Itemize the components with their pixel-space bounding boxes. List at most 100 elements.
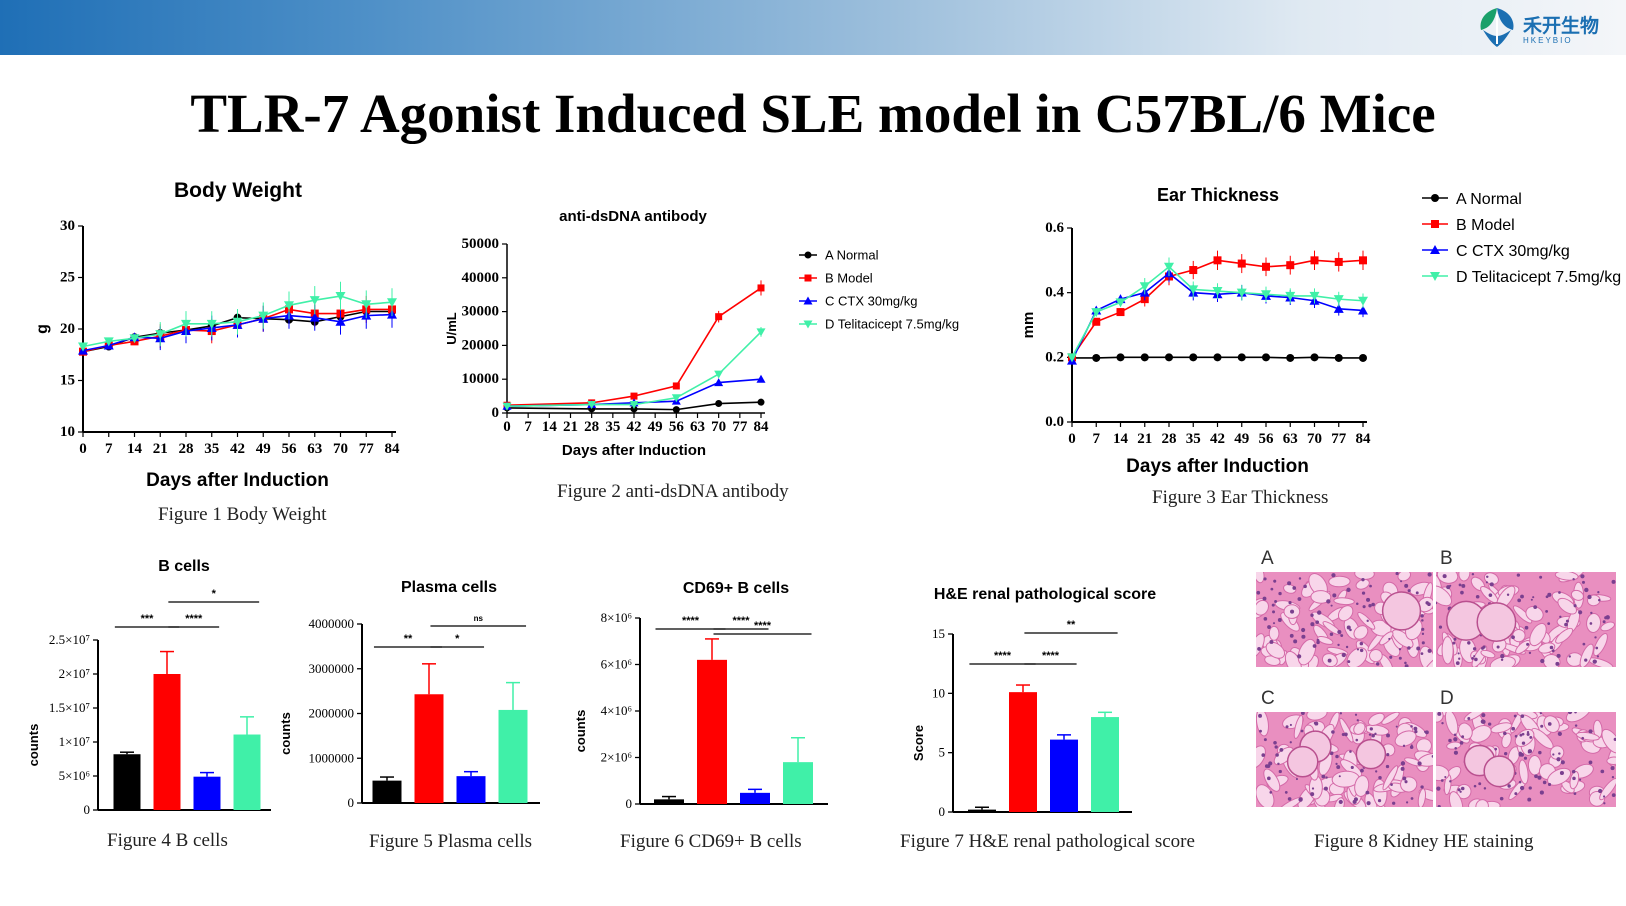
nucleus [1448,738,1452,743]
data-point [587,401,597,410]
nucleus [1310,622,1315,627]
nucleus [1560,760,1565,765]
logo-text-cn: 禾开生物 [1523,15,1600,37]
nucleus [1421,627,1425,631]
nucleus [1455,661,1460,665]
data-point [756,328,766,337]
nucleus [1416,646,1421,651]
nucleus [1346,587,1351,593]
legend-marker [803,296,813,305]
x-tick-label: 28 [1162,431,1177,447]
nucleus [1581,580,1585,584]
data-point [1285,291,1296,301]
nucleus [1611,793,1616,798]
tubule [1277,796,1303,807]
data-point [1091,308,1102,318]
nucleus [1603,802,1606,805]
x-tick-label: 42 [1210,431,1225,447]
nucleus [1473,655,1476,658]
tubule [1565,712,1592,723]
tubule [1570,589,1584,601]
nucleus [1355,738,1359,742]
x-tick-label: 14 [1113,431,1129,447]
x-tick-label: 28 [179,441,194,457]
nucleus [1395,572,1399,576]
y-tick-label: 15 [60,373,75,389]
nucleus [1524,625,1529,630]
nucleus [1588,729,1593,734]
nucleus [1289,723,1292,727]
nucleus [1404,780,1408,784]
y-axis-label: g [34,324,51,334]
nucleus [1581,736,1585,740]
nucleus [1539,790,1544,795]
nucleus [1402,776,1407,781]
legend-marker [804,251,812,259]
bar [153,674,181,810]
nucleus [1263,617,1268,621]
nucleus [1552,753,1555,756]
nucleus [1398,656,1402,660]
nucleus [1452,641,1456,645]
tubule [1353,625,1369,640]
series-line [1071,259,1364,358]
nucleus [1598,788,1603,794]
nucleus [1409,745,1414,749]
data-point [1333,295,1344,305]
x-tick-label: 56 [669,419,685,435]
nucleus [1481,713,1486,718]
data-point [1262,262,1270,271]
x-tick-label: 84 [754,419,770,435]
x-tick-label: 49 [648,419,663,435]
legend-label: C CTX 30mg/kg [1456,243,1570,260]
legend: A Normal B Model C CTX 30mg/kg D Telitacice… [799,248,959,332]
nucleus [1573,604,1577,608]
nucleus [1565,619,1569,623]
nucleus [1568,655,1571,658]
bar [414,694,444,803]
nucleus [1336,765,1341,770]
nucleus [1514,734,1518,738]
y-tick-label: 20 [60,321,75,337]
nucleus [1578,610,1583,615]
nucleus [1517,598,1522,603]
significance-label: **** [1042,650,1060,662]
nucleus [1438,625,1443,629]
nucleus [1279,748,1284,752]
x-tick-label: 70 [333,441,348,457]
tubule [1441,636,1454,665]
nucleus [1338,775,1341,778]
data-point [672,406,680,414]
nucleus [1267,776,1271,781]
nucleus [1526,642,1530,646]
tubule [1306,712,1328,721]
nucleus [1520,594,1524,599]
bar [697,659,727,804]
caption-figure-7: Figure 7 H&E renal pathological score [900,831,1195,852]
nucleus [1404,583,1409,588]
tubule [1579,643,1594,667]
x-tick-label: 70 [1307,431,1322,447]
tubule [1369,648,1383,663]
tubule [1355,578,1370,590]
nucleus [1488,593,1493,597]
data-point [1237,353,1246,362]
nucleus [1574,724,1578,727]
y-axis-label: counts [26,724,41,767]
nucleus [1329,751,1334,756]
nucleus [1289,633,1294,638]
x-tick-label: 35 [204,441,219,457]
nucleus [1532,596,1535,599]
data-point [1333,303,1344,313]
data-point [715,400,723,408]
data-point [1188,285,1199,295]
nucleus [1558,752,1561,755]
tubule [1337,605,1354,622]
nucleus [1556,653,1561,658]
data-point [1092,317,1101,326]
chart-cd69_b_cells: CD69+ B cells 0 2×10⁶ 4×10⁶ 6×10⁶ 8×10⁶ counts… [573,580,828,811]
tubule [1382,765,1399,791]
nucleus [1300,729,1304,733]
data-point [1213,353,1222,362]
x-tick-label: 35 [605,419,620,435]
